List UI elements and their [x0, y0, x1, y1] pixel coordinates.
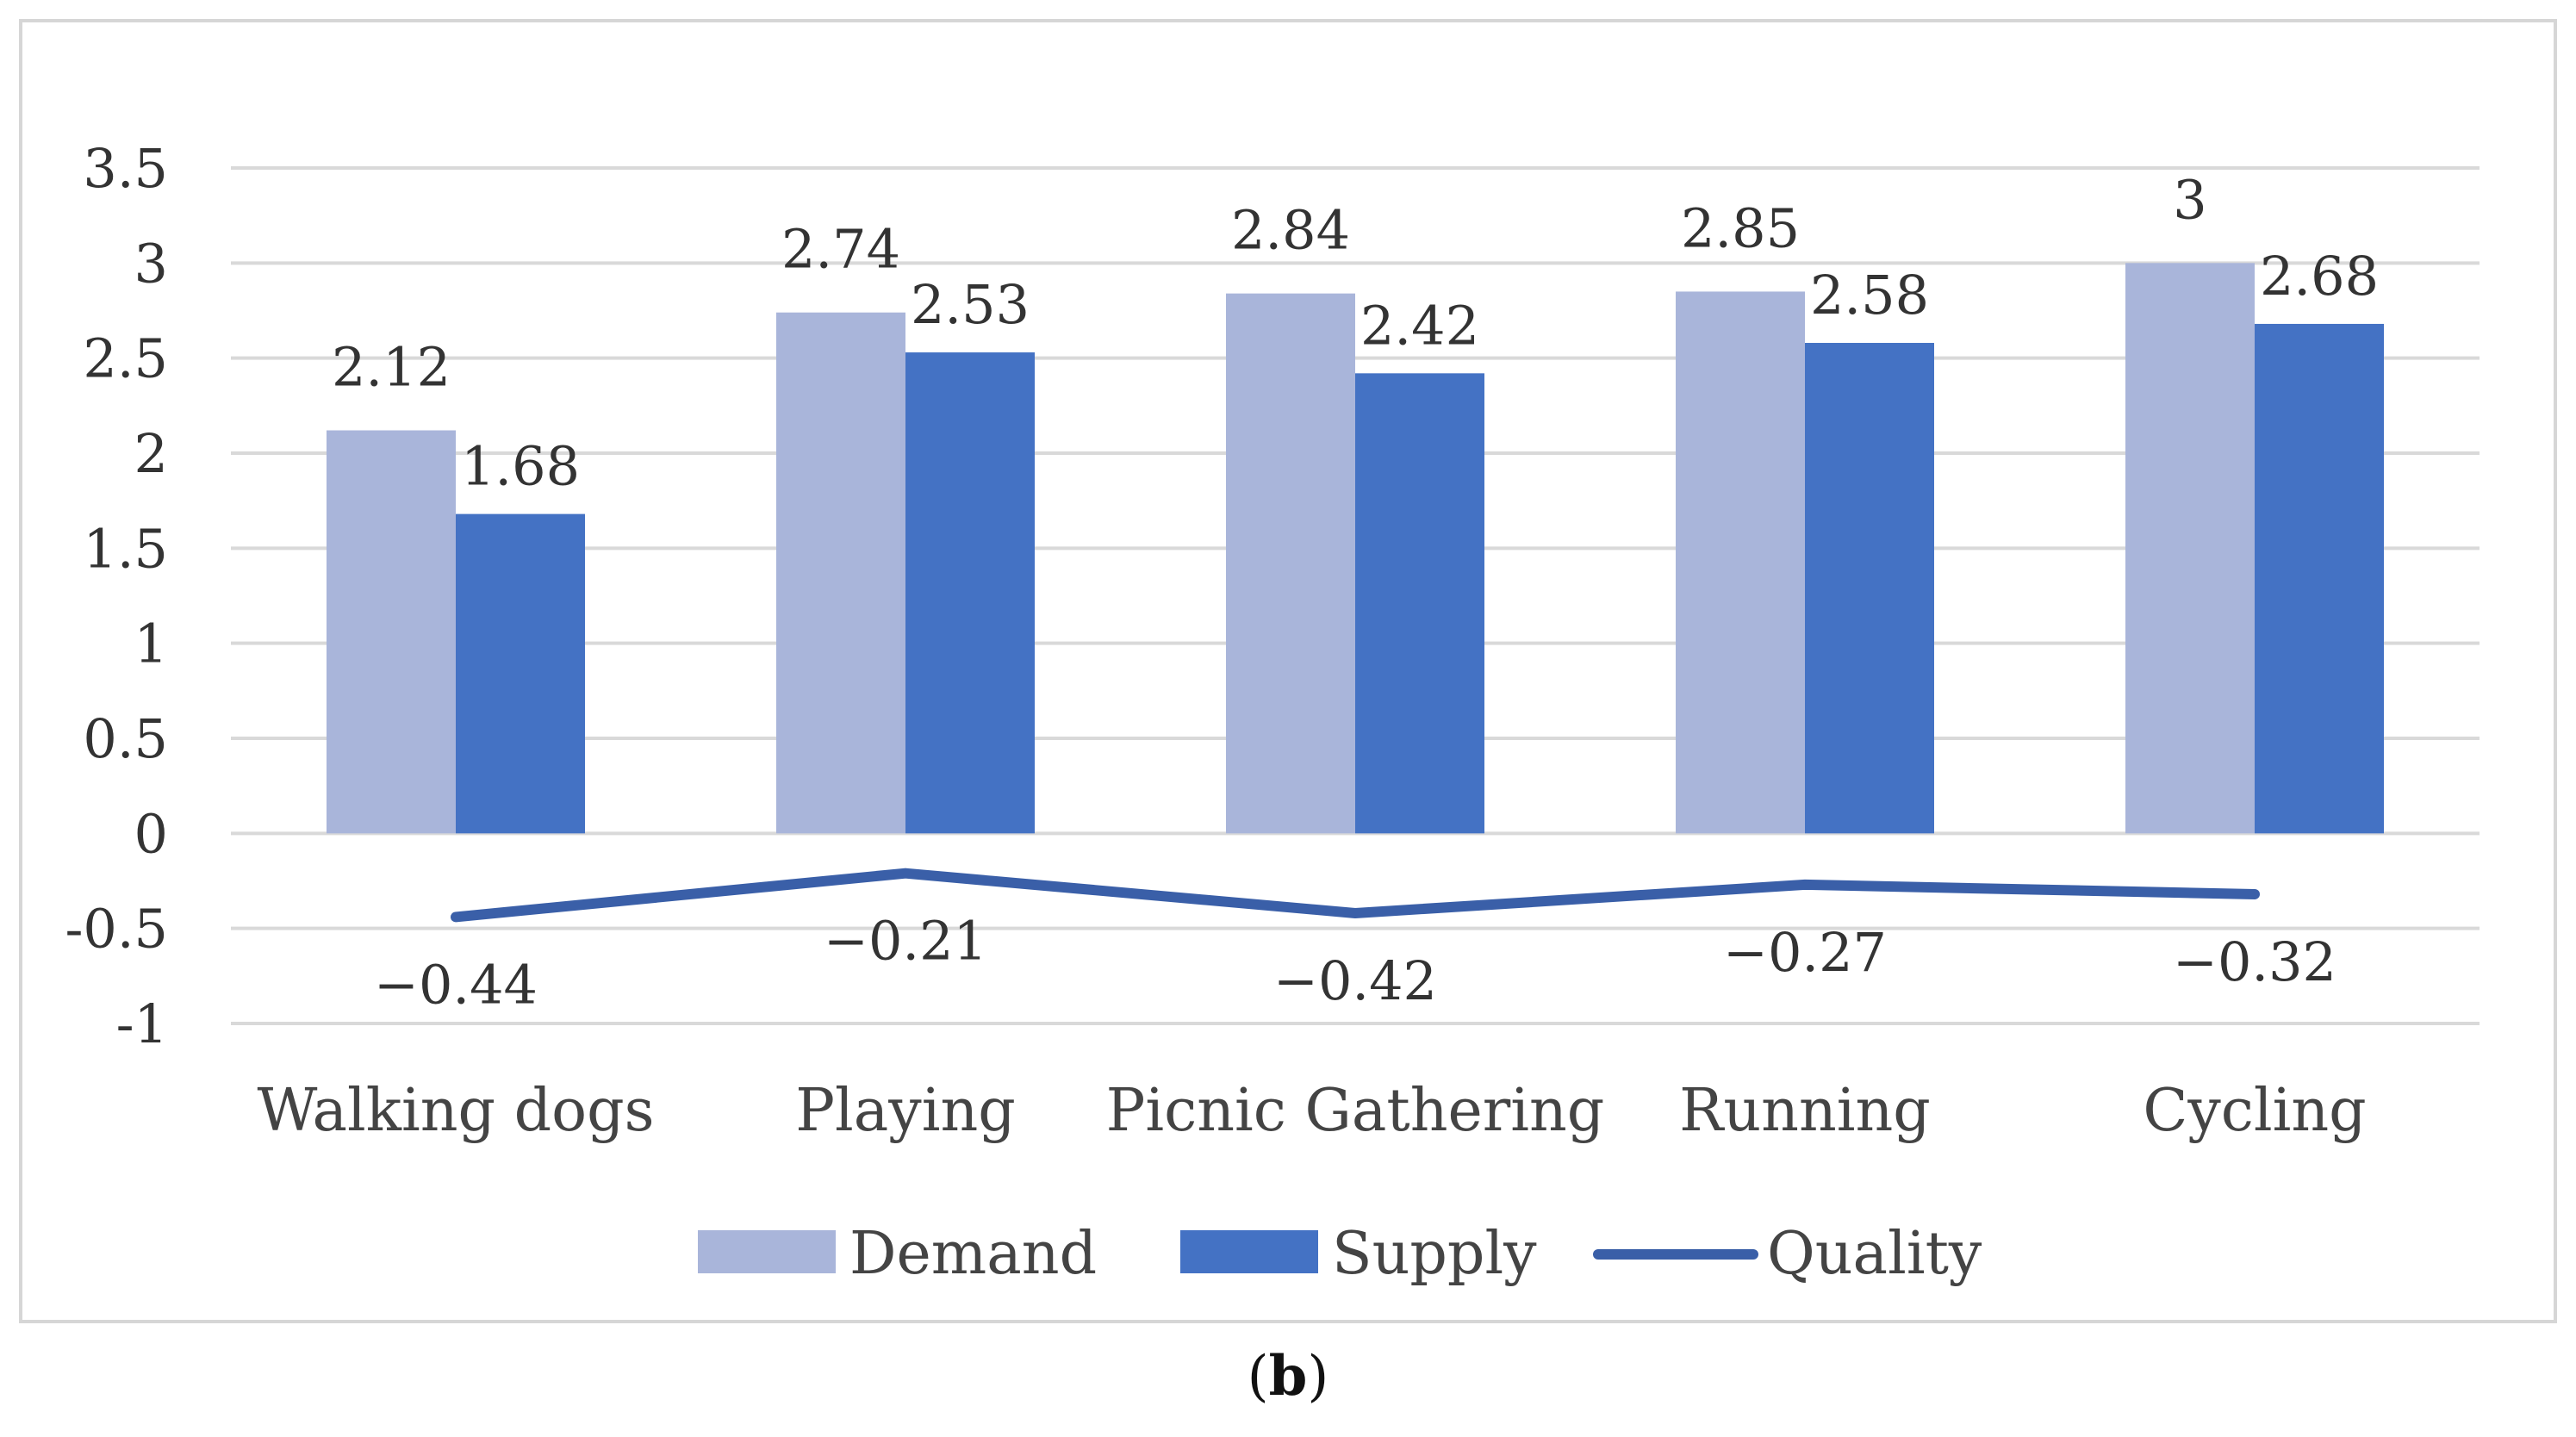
- y-tick-label: -0.5: [65, 898, 168, 961]
- x-tick-label: Running: [1679, 1077, 1931, 1145]
- data-label-supply: 2.68: [2260, 245, 2379, 308]
- series-line-quality: [451, 868, 2260, 923]
- bar-demand: [1226, 293, 1355, 834]
- data-label-demand: 2.85: [1681, 196, 1800, 259]
- caption-letter: b: [1268, 1344, 1308, 1409]
- legend-swatch-supply: [1180, 1230, 1318, 1273]
- bar-supply: [456, 513, 585, 834]
- data-label-demand: 2.12: [332, 336, 451, 399]
- data-label-quality: −0.21: [824, 910, 987, 973]
- data-label-quality: −0.27: [1723, 921, 1887, 984]
- y-tick-label: 3: [134, 232, 168, 295]
- bar-demand: [327, 430, 456, 834]
- data-label-demand: 2.74: [781, 218, 900, 281]
- y-tick-label: 1: [134, 613, 168, 675]
- data-label-demand: 2.84: [1231, 199, 1350, 262]
- data-label-quality: −0.32: [2173, 930, 2336, 993]
- data-label-supply: 2.58: [1810, 264, 1929, 327]
- legend-label-quality: Quality: [1767, 1220, 1982, 1288]
- y-tick-label: -1: [116, 992, 168, 1055]
- data-label-supply: 2.42: [1360, 294, 1479, 357]
- bar-supply: [1355, 373, 1484, 834]
- bar-demand: [776, 312, 905, 834]
- legend-label-supply: Supply: [1332, 1220, 1537, 1288]
- y-tick-label: 1.5: [83, 517, 168, 580]
- bar-demand: [1676, 291, 1805, 834]
- y-tick-label: 0: [134, 802, 168, 865]
- y-tick-label: 3.5: [83, 137, 168, 200]
- data-label-quality: −0.44: [374, 953, 538, 1016]
- x-tick-label: Walking dogs: [257, 1077, 654, 1145]
- x-tick-label: Playing: [795, 1077, 1016, 1145]
- data-label-quality: −0.42: [1273, 949, 1437, 1012]
- data-label-demand: 3: [2173, 168, 2206, 231]
- legend-swatch-demand: [698, 1230, 836, 1273]
- legend-label-demand: Demand: [849, 1220, 1097, 1288]
- x-tick-label: Cycling: [2143, 1077, 2366, 1145]
- bar-supply: [1805, 343, 1934, 834]
- data-label-supply: 1.68: [461, 435, 580, 498]
- y-tick-label: 2: [134, 422, 168, 485]
- y-tick-label: 2.5: [83, 327, 168, 390]
- data-label-supply: 2.53: [911, 273, 1030, 336]
- bar-supply: [905, 352, 1035, 834]
- x-tick-label: Picnic Gathering: [1106, 1077, 1605, 1145]
- bar-demand: [2125, 263, 2255, 834]
- figure-caption: (b): [1247, 1344, 1329, 1409]
- bar-supply: [2255, 323, 2384, 834]
- y-tick-label: 0.5: [83, 707, 168, 770]
